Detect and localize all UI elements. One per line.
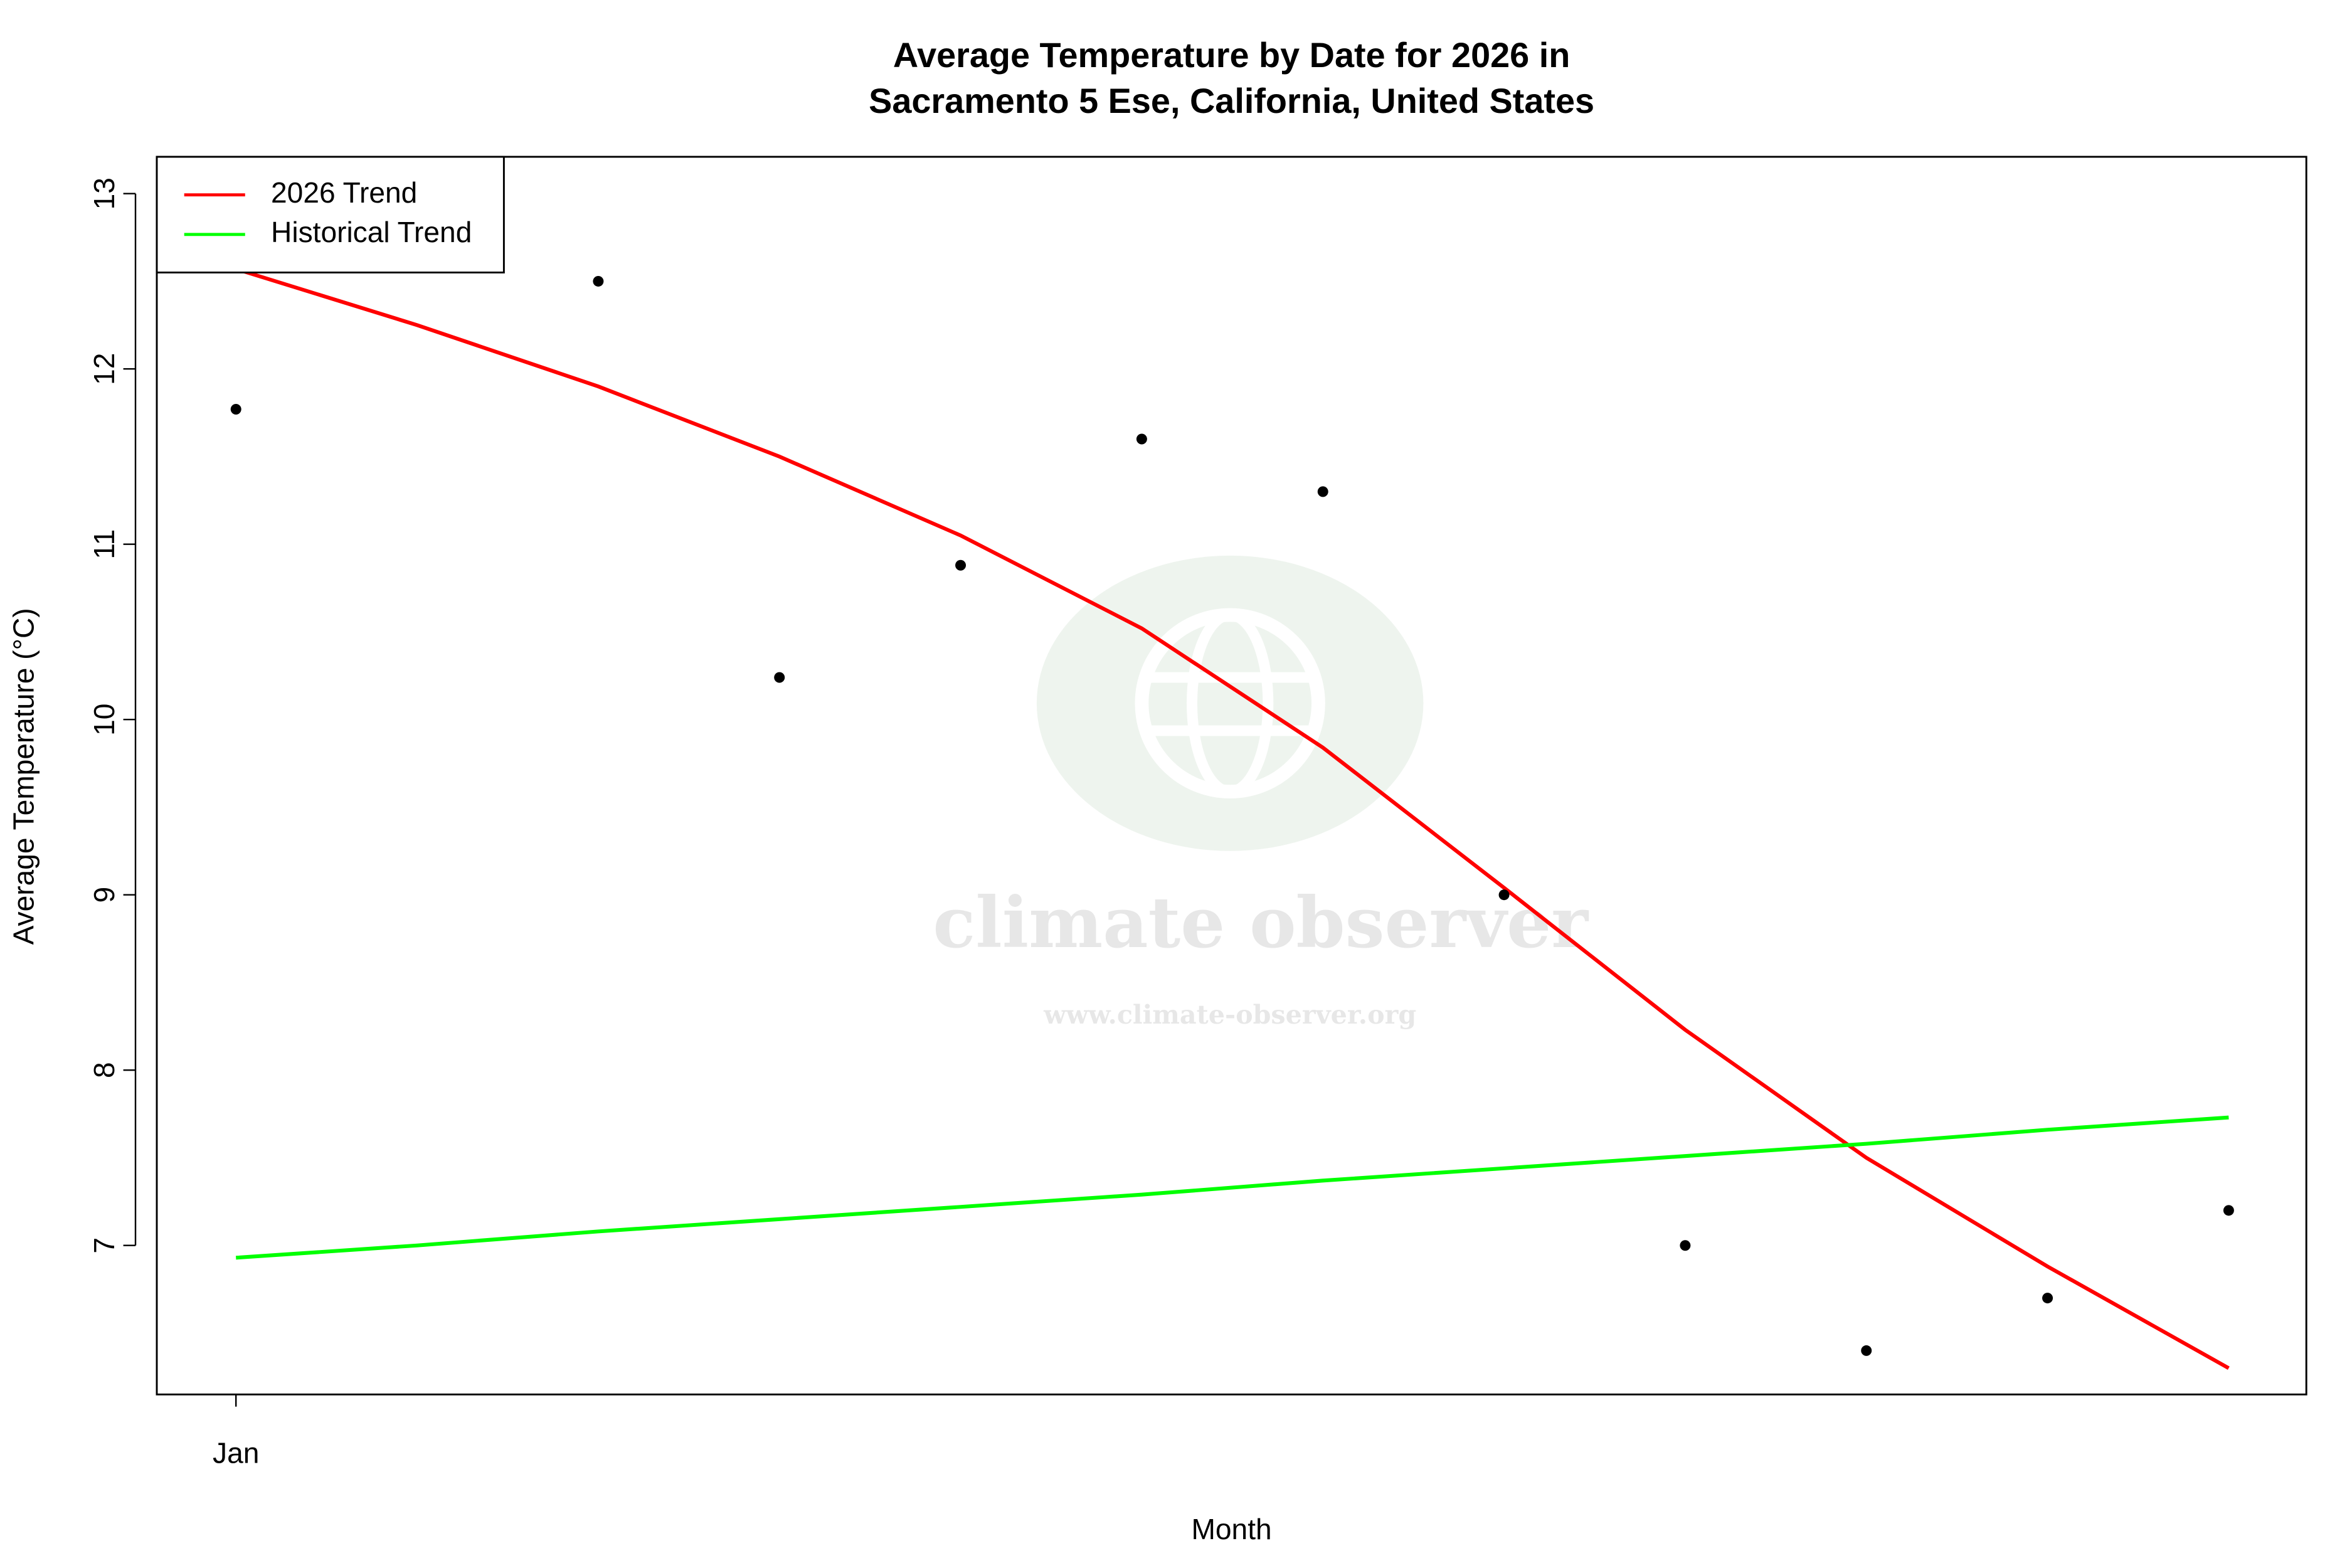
watermark: climate observer www.climate-observer.or… (933, 555, 1589, 1030)
watermark-globe (1135, 608, 1325, 799)
trend-line (236, 1115, 2229, 1260)
plot-frame (156, 156, 2307, 1396)
y-tick-label: 11 (88, 529, 120, 559)
chart-subtitle: Sacramento 5 Ese, California, United Sta… (869, 81, 1594, 120)
y-tick-label: 13 (88, 177, 120, 209)
data-point (2042, 1293, 2053, 1304)
data-point (1861, 1345, 1872, 1356)
x-axis-label: Month (1192, 1513, 1272, 1545)
y-tick-label: 9 (88, 887, 120, 903)
data-point (230, 403, 241, 415)
y-axis-label: Average Temperature (°C) (7, 608, 40, 945)
watermark-text: climate observer (933, 882, 1589, 964)
data-point (593, 275, 604, 287)
x-tick-label: Jan (213, 1437, 259, 1470)
y-tick-label: 12 (88, 353, 120, 385)
legend-box (156, 156, 505, 273)
watermark-url: www.climate-observer.org (1043, 999, 1416, 1030)
y-tick-label: 7 (88, 1237, 120, 1254)
data-point (955, 559, 967, 571)
chart-title: Average Temperature by Date for 2026 in (893, 35, 1570, 75)
y-tick-label: 10 (88, 704, 120, 736)
y-tick-label: 8 (88, 1062, 120, 1078)
data-point (1680, 1240, 1691, 1251)
data-point (774, 672, 785, 683)
data-point (1498, 889, 1510, 901)
watermark-badge (1036, 555, 1424, 851)
watermark-globe-meridian (1186, 610, 1274, 797)
data-point (2223, 1205, 2234, 1216)
legend-label: Historical Trend (271, 216, 472, 248)
data-point (1317, 486, 1328, 497)
data-point (1136, 433, 1147, 445)
legend-label: 2026 Trend (271, 176, 417, 209)
trend-line (235, 267, 2230, 1370)
